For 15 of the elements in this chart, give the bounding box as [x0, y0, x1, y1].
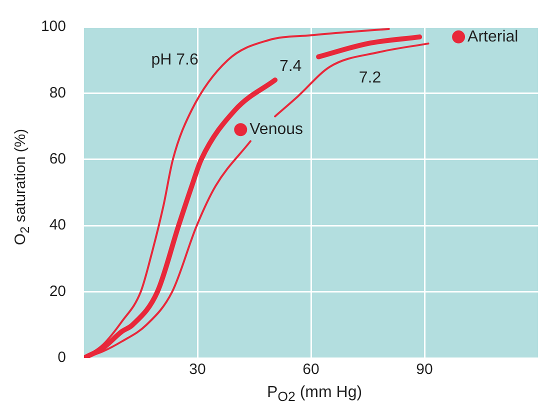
- series-label: 7.4: [279, 58, 302, 76]
- x-tick-label: 90: [416, 361, 433, 378]
- series-label: pH 7.6: [151, 52, 198, 69]
- x-tick-label: 30: [189, 361, 206, 378]
- x-axis-title: P$_{O2}$ (mm Hg): [266, 384, 364, 404]
- y-tick-label: 20: [49, 282, 66, 300]
- y-tick-label: 60: [49, 150, 66, 168]
- y-tick-label: 100: [40, 18, 66, 36]
- y-tick-label: 40: [49, 216, 66, 234]
- series-label: Venous: [250, 121, 304, 138]
- y-tick-label: 80: [49, 84, 66, 102]
- y-tick-label: 0: [58, 349, 66, 366]
- series-label: 7.2: [358, 70, 382, 87]
- series-label: Arterial: [468, 28, 518, 46]
- x-tick-label: 60: [302, 361, 320, 378]
